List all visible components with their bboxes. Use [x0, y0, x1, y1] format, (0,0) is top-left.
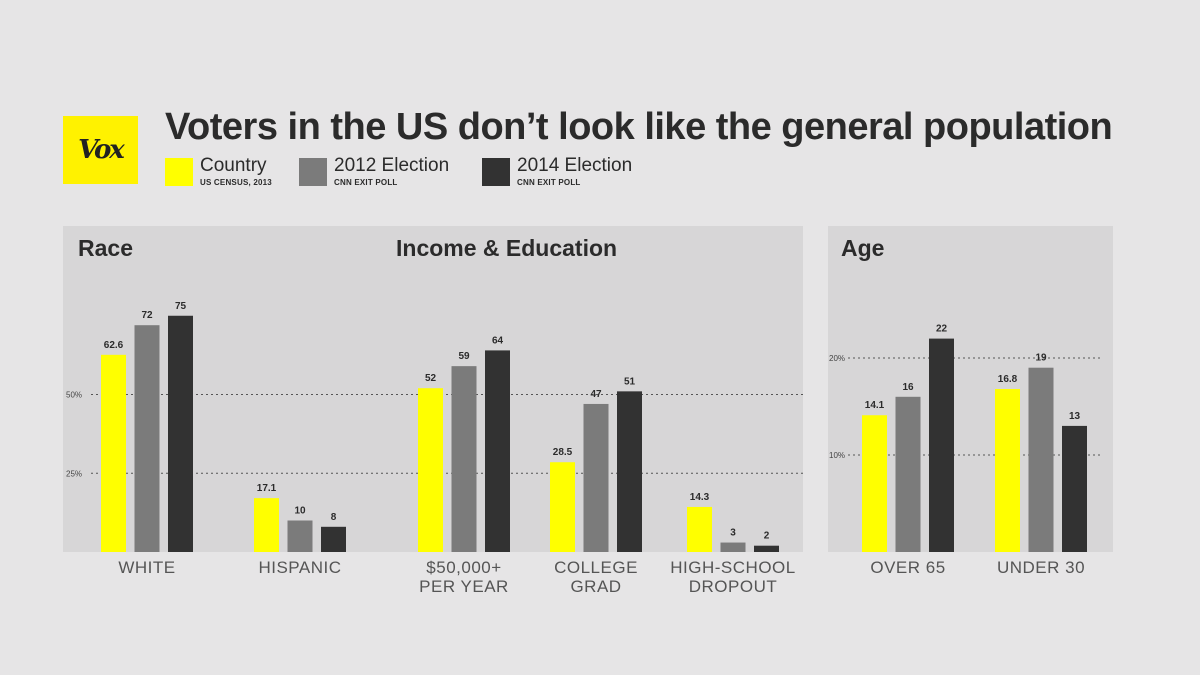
data-label-under-30-2014-election: 13: [1069, 411, 1081, 422]
legend-label-2014: 2014 Election: [517, 155, 633, 176]
category-label-high-school-dropout-line-2: DROPOUT: [689, 577, 778, 596]
data-label-over-65-2012-election: 16: [902, 382, 914, 393]
chart-title: Voters in the US don’t look like the gen…: [165, 106, 1113, 148]
legend-swatch-country: [165, 158, 193, 186]
data-label-hispanic-2012-election: 10: [294, 506, 306, 517]
bar-college-grad-2014-election: [617, 391, 642, 552]
category-label-high-school-dropout-line-1: HIGH-SCHOOL: [670, 558, 795, 577]
bar-under-30-country: [995, 389, 1020, 552]
legend-label-2012: 2012 Election: [334, 155, 450, 176]
panel-title-race: Race: [78, 235, 133, 261]
data-label-50-000-per-year-country: 52: [425, 373, 437, 384]
vox-logo: Vox: [63, 116, 138, 184]
gridline-label-0-50: 50%: [66, 391, 82, 400]
bar-high-school-dropout-2012-election: [720, 542, 746, 552]
data-label-college-grad-2012-election: 47: [590, 389, 602, 400]
vox-logo-text: Vox: [78, 135, 125, 165]
data-label-under-30-2012-election: 19: [1035, 353, 1047, 364]
panel-title-age: Age: [841, 235, 884, 261]
bar-50-000-per-year-2012-election: [451, 366, 477, 552]
category-label-50-000-per-year-line-1: $50,000+: [426, 558, 501, 577]
bar-hispanic-country: [254, 498, 279, 552]
data-label-over-65-country: 14.1: [865, 400, 885, 411]
data-label-under-30-country: 16.8: [998, 374, 1018, 385]
data-label-high-school-dropout-2014-election: 2: [764, 531, 770, 542]
category-label-white-line-1: WHITE: [118, 558, 175, 577]
bar-under-30-2012-election: [1028, 367, 1054, 552]
category-label-college-grad-line-2: GRAD: [570, 577, 621, 596]
bar-high-school-dropout-country: [687, 506, 712, 552]
category-label-hispanic-line-1: HISPANIC: [258, 558, 341, 577]
gridline-label-1-20: 20%: [829, 354, 845, 363]
data-label-hispanic-2014-election: 8: [331, 512, 337, 523]
category-label-college-grad-line-1: COLLEGE: [554, 558, 638, 577]
bar-college-grad-country: [550, 462, 575, 552]
data-label-white-2014-election: 75: [175, 301, 187, 312]
data-label-high-school-dropout-country: 14.3: [690, 492, 710, 503]
bar-hispanic-2014-election: [321, 526, 346, 552]
bar-college-grad-2012-election: [583, 403, 609, 552]
category-label-under-30-line-1: UNDER 30: [997, 558, 1085, 577]
bar-high-school-dropout-2014-election: [754, 545, 779, 552]
bar-under-30-2014-election: [1062, 425, 1087, 552]
bar-50-000-per-year-2014-election: [485, 350, 510, 552]
data-label-hispanic-country: 17.1: [257, 483, 277, 494]
bar-over-65-country: [862, 415, 887, 552]
panel-title-income-education: Income & Education: [396, 235, 617, 261]
legend-swatch-2014: [482, 158, 510, 186]
bar-white-2014-election: [168, 315, 193, 552]
data-label-50-000-per-year-2012-election: 59: [458, 351, 470, 362]
legend-label-country: Country: [200, 155, 267, 176]
legend-source-country: US CENSUS, 2013: [200, 178, 272, 187]
legend-source-2012: CNN EXIT POLL: [334, 178, 398, 187]
data-label-over-65-2014-election: 22: [936, 324, 948, 335]
data-label-college-grad-2014-election: 51: [624, 376, 636, 387]
bar-white-2012-election: [134, 325, 160, 552]
data-label-white-2012-election: 72: [141, 310, 153, 321]
data-label-college-grad-country: 28.5: [553, 447, 573, 458]
category-label-50-000-per-year-line-2: PER YEAR: [419, 577, 509, 596]
data-label-high-school-dropout-2012-election: 3: [730, 528, 736, 539]
data-label-50-000-per-year-2014-election: 64: [492, 335, 504, 346]
bar-over-65-2014-election: [929, 338, 954, 552]
legend-swatch-2012: [299, 158, 327, 186]
legend-source-2014: CNN EXIT POLL: [517, 178, 581, 187]
bar-white-country: [101, 354, 126, 552]
category-label-over-65-line-1: OVER 65: [870, 558, 945, 577]
gridline-label-0-25: 25%: [66, 469, 82, 478]
bar-hispanic-2012-election: [287, 520, 313, 552]
data-label-white-country: 62.6: [104, 340, 124, 351]
bar-50-000-per-year-country: [418, 388, 443, 552]
gridline-label-1-10: 10%: [829, 451, 845, 460]
bar-over-65-2012-election: [895, 396, 921, 552]
